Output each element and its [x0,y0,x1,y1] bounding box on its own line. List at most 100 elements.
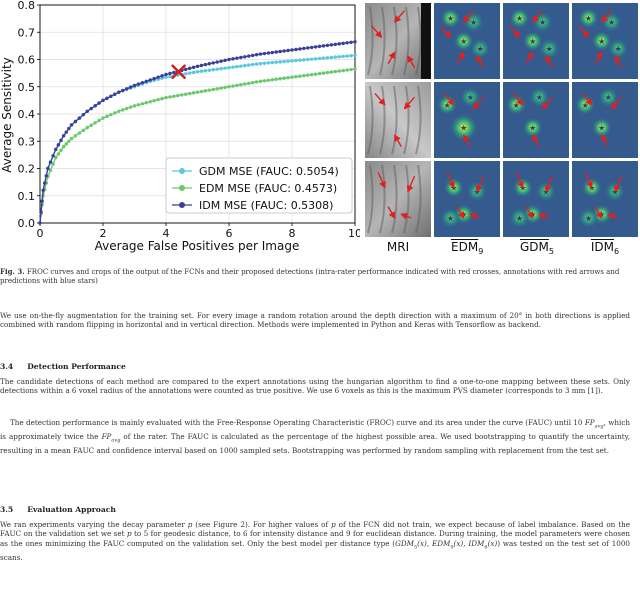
series-point-1 [85,125,89,130]
series-point-1 [128,105,133,109]
crop-cell-gdm-row3: ★ ★★★ [503,161,569,237]
series-point-1 [144,101,149,105]
series-point-2 [262,51,267,56]
series-point-2 [46,166,50,171]
series-point-0 [309,57,314,61]
image-crops-grid: ★ ★★★★ ★★★★ ★★★★★★★★★★★★★ ★★★★ ★★★★ ★★★ [365,3,638,237]
series-point-2 [44,174,48,178]
series-point-2 [93,104,97,108]
series-point-2 [164,72,168,77]
heatmap-tint [572,161,638,237]
series-point-2 [140,80,145,85]
prediction-star: ★ [470,18,477,27]
crop-cell-mri-row3 [365,161,431,237]
series-point-1 [56,152,61,156]
series-point-2 [345,41,349,45]
prediction-star: ★ [546,45,553,54]
series-point-1 [302,73,306,78]
series-point-2 [109,94,113,98]
heatmap-hotspot [578,208,599,228]
prediction-star: ★ [536,93,543,102]
prediction-star: ★ [460,37,467,46]
y-tick-label: 0.7 [18,26,36,39]
annotation-arrow [407,175,416,193]
crop-column-label-mri: MRI [386,240,410,254]
y-tick-label: 0.8 [18,0,36,12]
series-point-0 [302,58,306,62]
series-point-2 [124,87,129,91]
series-point-0 [258,61,263,66]
prediction-star: ★ [447,14,454,23]
series-point-1 [109,112,113,117]
x-tick-label: 10 [348,227,360,240]
froc-chart: 0 2 4 6 8 10 0.0 0.1 0.2 0.3 0.4 0.5 0.6 0.7 0.8 Avera… [0,0,360,253]
legend-box [165,157,353,214]
mri-texture [391,164,398,234]
series-point-2 [341,41,345,46]
series-point-1 [215,87,219,91]
series-point-2 [302,46,306,51]
series-point-1 [117,109,121,113]
series-point-0 [215,67,219,71]
series-point-2 [136,82,141,86]
series-point-2 [235,56,239,60]
series-point-1 [325,70,330,75]
series-point-1 [172,94,176,98]
series-point-2 [67,126,71,131]
series-point-0 [164,75,168,79]
annotation-arrow [584,172,593,189]
series-point-0 [199,69,204,73]
prediction-star: ★ [585,214,592,223]
series-point-2 [266,51,271,55]
heatmap-hotspot [591,117,612,138]
prediction-star: ★ [615,45,622,54]
evaluation-paragraph: We ran experiments varying the decay par… [0,520,631,562]
series-point-1 [168,95,172,99]
series-point-2 [101,98,105,103]
mri-texture [379,164,386,234]
series-point-0 [243,63,247,68]
series-point-0 [294,58,298,63]
section-title: Detection Performance [27,362,126,371]
series-point-0 [278,60,282,64]
section-heading-3-4: 3.4 Detection Performance [0,362,126,371]
series-point-1 [89,123,93,127]
series-point-1 [180,93,184,97]
series-point-2 [89,106,93,111]
series-point-2 [160,74,164,78]
series-point-2 [39,210,43,214]
annotation-arrow [387,51,396,65]
series-point-1 [73,134,78,138]
series-point-2 [207,62,212,66]
mri-texture [403,164,410,234]
x-tick-label: 4 [163,227,170,240]
prediction-star: ★ [473,187,480,196]
series-point-1 [250,80,255,85]
annotation-arrow [446,172,455,189]
series-point-0 [223,66,227,70]
series-point-2 [270,50,275,55]
annotation-arrow [394,134,402,147]
annotation-arrow [545,175,554,193]
series-point-0 [282,59,286,64]
heatmap-hotspot [449,113,478,142]
series-point-1 [345,68,349,72]
annotation-arrow [462,10,475,23]
series-point-0 [246,63,251,67]
prediction-star: ★ [477,45,484,54]
prediction-star: ★ [598,37,605,46]
series-point-2 [73,119,78,124]
series-point-2 [97,101,101,105]
annotation-arrow [393,10,406,23]
legend-entry-label: IDM MSE (FAUC: 0.5308) [199,199,333,212]
crop-cell-edm-row1: ★ ★ ★ ★ [434,3,500,79]
series-point-2 [243,55,247,59]
prediction-star: ★ [460,124,467,133]
series-point-2 [317,44,322,49]
heatmap-hotspot [522,117,543,138]
prediction-star: ★ [542,187,549,196]
series-point-2 [254,53,259,57]
series-point-1 [105,114,109,119]
series-point-0 [286,59,290,63]
x-tick-label: 8 [289,227,296,240]
